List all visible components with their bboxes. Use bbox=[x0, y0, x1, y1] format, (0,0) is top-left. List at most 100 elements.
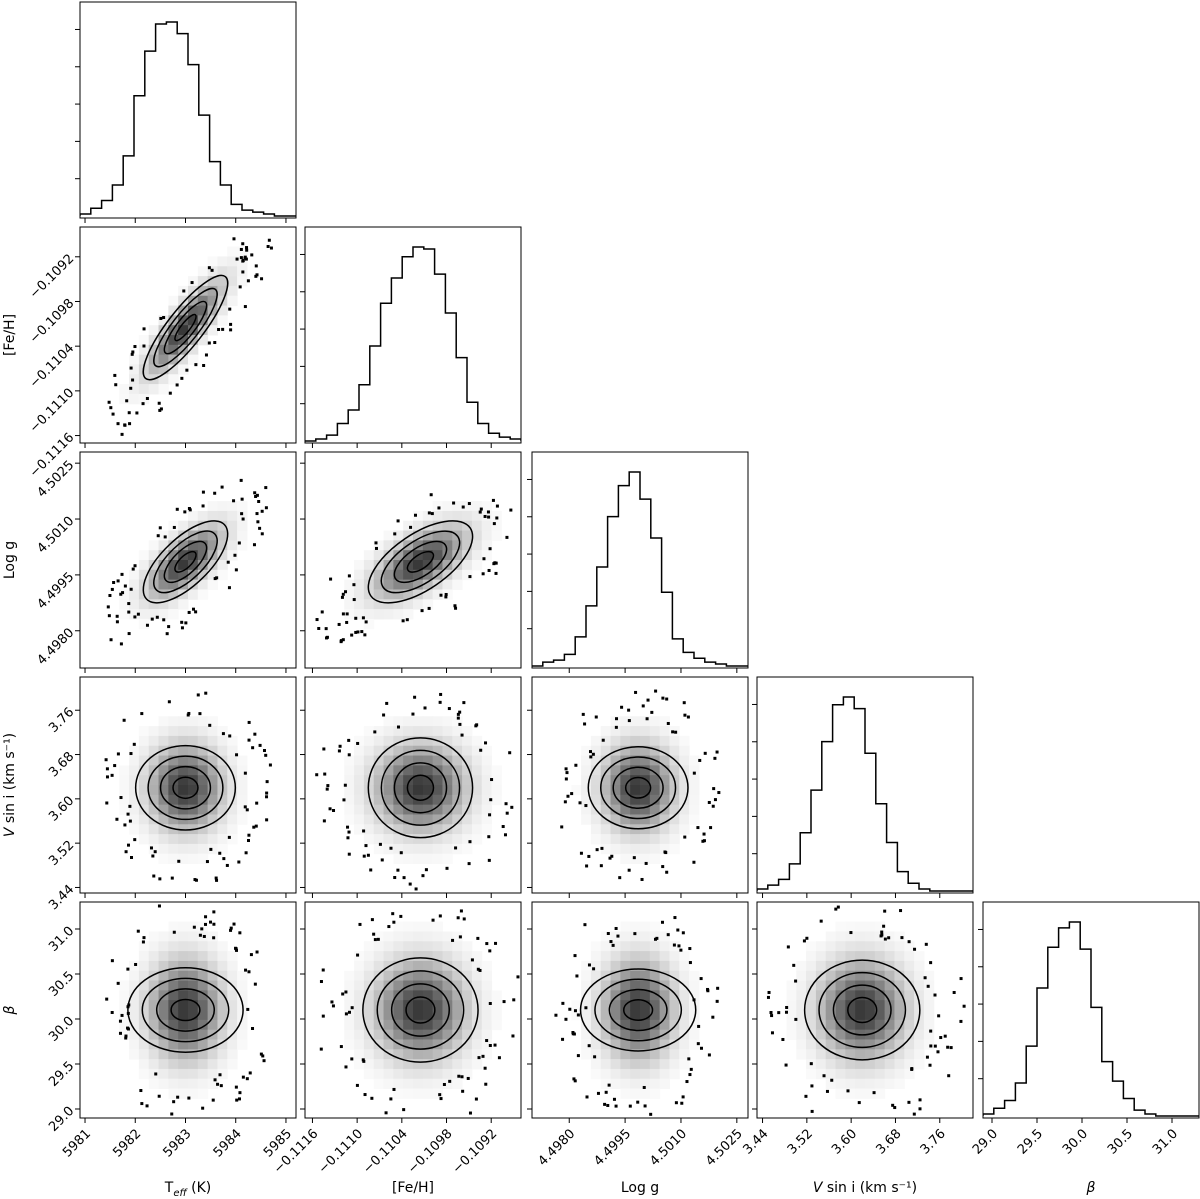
density-cell-2-1 bbox=[422, 589, 434, 600]
outlier-point-2-1 bbox=[487, 515, 491, 519]
density-cell-2-1 bbox=[373, 540, 385, 551]
outlier-point-3-0 bbox=[258, 743, 262, 747]
outlier-point-3-2 bbox=[595, 848, 599, 852]
density-cell-3-0 bbox=[197, 745, 209, 757]
density-cell-2-1 bbox=[422, 510, 434, 522]
density-cell-3-2 bbox=[620, 716, 631, 727]
density-cell-4-3 bbox=[904, 1010, 915, 1021]
density-cell-3-2 bbox=[590, 785, 602, 796]
density-cell-4-1 bbox=[422, 941, 434, 952]
density-cell-4-2 bbox=[610, 1010, 621, 1021]
outlier-point-1-0 bbox=[135, 411, 139, 415]
density-cell-4-3 bbox=[855, 921, 866, 932]
outlier-point-2-1 bbox=[320, 610, 324, 614]
density-cell-3-2 bbox=[590, 814, 602, 825]
outlier-point-3-2 bbox=[683, 713, 687, 717]
density-cell-4-3 bbox=[894, 1059, 905, 1070]
outlier-point-4-0 bbox=[204, 915, 208, 919]
density-cell-4-0 bbox=[178, 1078, 189, 1090]
density-cell-3-1 bbox=[363, 765, 375, 776]
density-cell-4-3 bbox=[914, 1029, 925, 1040]
outlier-point-4-2 bbox=[636, 1100, 640, 1104]
contour-1-0-2 bbox=[153, 287, 218, 368]
density-cell-3-2 bbox=[630, 726, 641, 737]
density-cell-3-1 bbox=[393, 716, 404, 727]
density-cell-4-1 bbox=[422, 1039, 434, 1050]
density-cell-1-0 bbox=[197, 315, 209, 326]
outlier-point-2-0 bbox=[264, 486, 268, 490]
density-cell-4-3 bbox=[806, 1019, 817, 1031]
outlier-point-3-0 bbox=[265, 795, 269, 799]
outlier-point-4-0 bbox=[208, 920, 212, 924]
outlier-point-2-1 bbox=[337, 622, 341, 626]
histogram-3 bbox=[757, 696, 973, 892]
density-cell-3-2 bbox=[571, 785, 582, 796]
density-cell-3-1 bbox=[373, 726, 385, 737]
outlier-point-1-0 bbox=[158, 408, 162, 412]
outlier-point-4-1 bbox=[389, 1097, 393, 1101]
density-cell-4-1 bbox=[403, 960, 414, 972]
density-cell-2-0 bbox=[178, 520, 189, 532]
density-cell-4-1 bbox=[432, 1010, 443, 1021]
outlier-point-2-0 bbox=[112, 580, 116, 584]
outlier-point-2-0 bbox=[258, 526, 262, 530]
outlier-point-4-3 bbox=[887, 936, 891, 940]
outlier-point-3-0 bbox=[243, 805, 247, 809]
density-cell-4-2 bbox=[640, 960, 651, 972]
density-cell-4-3 bbox=[865, 1078, 876, 1090]
density-cell-4-2 bbox=[640, 980, 651, 991]
outlier-point-3-1 bbox=[396, 725, 400, 729]
density-cell-3-1 bbox=[413, 765, 424, 776]
density-cell-4-0 bbox=[158, 951, 169, 962]
density-cell-4-0 bbox=[217, 1029, 228, 1040]
density-cell-3-1 bbox=[491, 794, 502, 806]
density-cell-4-0 bbox=[188, 960, 199, 972]
density-cell-3-0 bbox=[197, 726, 209, 737]
outlier-point-4-2 bbox=[576, 1013, 580, 1017]
density-cell-4-3 bbox=[855, 1039, 866, 1050]
density-cell-4-3 bbox=[865, 1019, 876, 1031]
density-cell-2-1 bbox=[432, 501, 443, 512]
outlier-point-1-0 bbox=[207, 266, 211, 270]
outlier-point-4-3 bbox=[822, 1074, 826, 1078]
density-cell-3-2 bbox=[630, 735, 641, 747]
density-cell-3-0 bbox=[207, 775, 218, 786]
density-cell-2-0 bbox=[188, 569, 199, 581]
density-cell-4-2 bbox=[640, 970, 651, 982]
density-cell-3-2 bbox=[659, 843, 670, 855]
density-cell-4-3 bbox=[815, 990, 827, 1001]
outlier-point-2-0 bbox=[233, 553, 237, 557]
density-cell-4-0 bbox=[178, 990, 189, 1001]
outlier-point-4-2 bbox=[609, 940, 613, 944]
density-cell-3-1 bbox=[422, 785, 434, 796]
panel-2-1 bbox=[300, 451, 522, 673]
density-cell-4-0 bbox=[188, 951, 199, 962]
density-cell-4-1 bbox=[373, 1078, 385, 1090]
outlier-point-3-0 bbox=[104, 758, 108, 762]
density-cell-4-0 bbox=[178, 951, 189, 962]
density-cell-4-3 bbox=[815, 1068, 827, 1080]
contour-3-2-0 bbox=[624, 776, 652, 799]
density-cell-3-2 bbox=[620, 834, 631, 845]
contour-2-1-2 bbox=[380, 530, 461, 594]
outlier-point-3-2 bbox=[583, 722, 587, 726]
contour-4-1-2 bbox=[376, 970, 465, 1050]
density-cell-4-1 bbox=[442, 1019, 453, 1031]
density-cell-3-0 bbox=[168, 745, 179, 757]
density-cell-2-1 bbox=[383, 560, 394, 571]
density-cell-4-2 bbox=[610, 1078, 621, 1090]
density-cell-4-1 bbox=[432, 941, 443, 952]
density-cell-2-1 bbox=[363, 589, 375, 600]
density-cell-4-3 bbox=[855, 1059, 866, 1070]
outlier-point-1-0 bbox=[246, 279, 250, 283]
outlier-point-3-1 bbox=[484, 741, 488, 745]
xtick-label-4-0: 29.0 bbox=[970, 1126, 1001, 1157]
outlier-point-3-1 bbox=[462, 701, 466, 705]
density-cell-4-2 bbox=[659, 990, 670, 1001]
density-cell-4-3 bbox=[894, 990, 905, 1001]
density-cell-3-0 bbox=[237, 804, 248, 815]
density-cell-4-3 bbox=[825, 941, 837, 952]
density-cell-4-3 bbox=[923, 1000, 935, 1011]
density-cell-3-1 bbox=[383, 735, 394, 747]
density-cell-3-2 bbox=[600, 745, 612, 757]
